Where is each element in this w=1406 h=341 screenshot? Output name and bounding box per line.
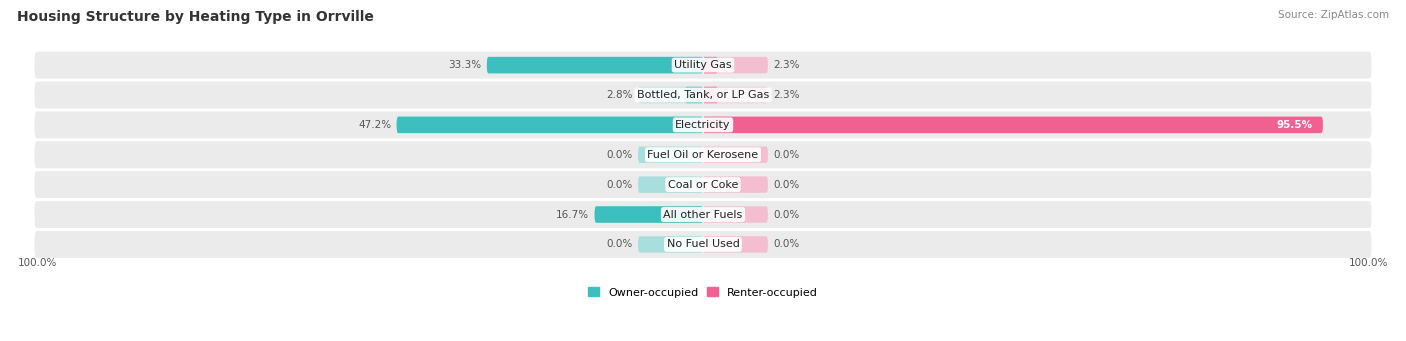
Text: Coal or Coke: Coal or Coke — [668, 180, 738, 190]
FancyBboxPatch shape — [703, 236, 768, 253]
FancyBboxPatch shape — [638, 176, 703, 193]
FancyBboxPatch shape — [638, 147, 703, 163]
Text: No Fuel Used: No Fuel Used — [666, 239, 740, 249]
FancyBboxPatch shape — [703, 206, 768, 223]
Text: Fuel Oil or Kerosene: Fuel Oil or Kerosene — [647, 150, 759, 160]
FancyBboxPatch shape — [703, 147, 768, 163]
FancyBboxPatch shape — [35, 201, 1371, 228]
Text: Source: ZipAtlas.com: Source: ZipAtlas.com — [1278, 10, 1389, 20]
FancyBboxPatch shape — [595, 206, 703, 223]
FancyBboxPatch shape — [595, 206, 703, 223]
Text: 2.3%: 2.3% — [773, 90, 800, 100]
Text: 16.7%: 16.7% — [557, 209, 589, 220]
FancyBboxPatch shape — [638, 236, 703, 253]
Text: Bottled, Tank, or LP Gas: Bottled, Tank, or LP Gas — [637, 90, 769, 100]
FancyBboxPatch shape — [703, 117, 1323, 133]
Text: 0.0%: 0.0% — [773, 150, 800, 160]
Text: 0.0%: 0.0% — [606, 180, 633, 190]
Text: Housing Structure by Heating Type in Orrville: Housing Structure by Heating Type in Orr… — [17, 10, 374, 24]
Text: 2.3%: 2.3% — [773, 60, 800, 70]
FancyBboxPatch shape — [35, 112, 1371, 138]
Text: 100.0%: 100.0% — [1348, 258, 1388, 268]
FancyBboxPatch shape — [35, 141, 1371, 168]
Text: All other Fuels: All other Fuels — [664, 209, 742, 220]
Text: 100.0%: 100.0% — [18, 258, 58, 268]
FancyBboxPatch shape — [638, 87, 703, 103]
Text: Utility Gas: Utility Gas — [675, 60, 731, 70]
FancyBboxPatch shape — [396, 117, 703, 133]
FancyBboxPatch shape — [35, 231, 1371, 258]
FancyBboxPatch shape — [703, 117, 1323, 133]
FancyBboxPatch shape — [35, 171, 1371, 198]
FancyBboxPatch shape — [703, 57, 768, 73]
Text: 47.2%: 47.2% — [359, 120, 391, 130]
FancyBboxPatch shape — [35, 81, 1371, 108]
Text: 0.0%: 0.0% — [773, 239, 800, 249]
Legend: Owner-occupied, Renter-occupied: Owner-occupied, Renter-occupied — [588, 287, 818, 298]
FancyBboxPatch shape — [35, 52, 1371, 78]
Text: 2.8%: 2.8% — [606, 90, 633, 100]
FancyBboxPatch shape — [703, 57, 718, 73]
FancyBboxPatch shape — [486, 57, 703, 73]
FancyBboxPatch shape — [685, 87, 703, 103]
FancyBboxPatch shape — [703, 176, 768, 193]
FancyBboxPatch shape — [396, 117, 703, 133]
FancyBboxPatch shape — [703, 87, 768, 103]
Text: 0.0%: 0.0% — [773, 209, 800, 220]
Text: 0.0%: 0.0% — [773, 180, 800, 190]
Text: 0.0%: 0.0% — [606, 239, 633, 249]
FancyBboxPatch shape — [703, 87, 718, 103]
Text: 95.5%: 95.5% — [1277, 120, 1313, 130]
Text: 0.0%: 0.0% — [606, 150, 633, 160]
Text: 33.3%: 33.3% — [449, 60, 482, 70]
FancyBboxPatch shape — [486, 57, 703, 73]
Text: Electricity: Electricity — [675, 120, 731, 130]
